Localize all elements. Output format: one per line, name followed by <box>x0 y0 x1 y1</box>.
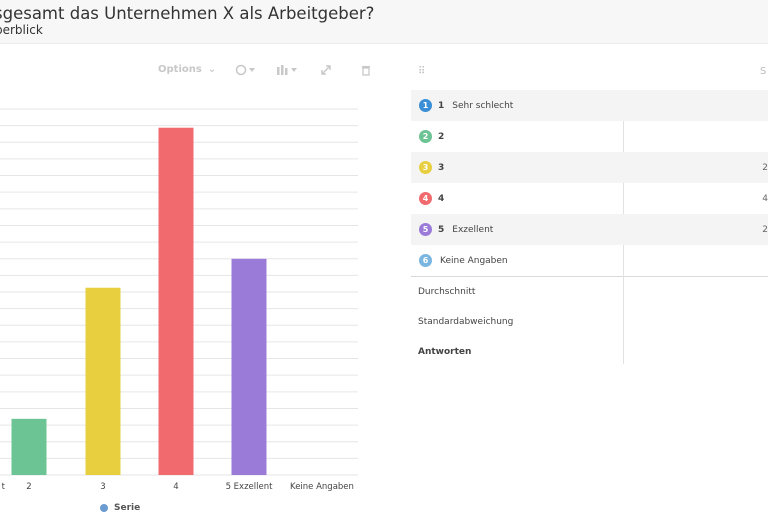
option-number: 2 <box>438 131 445 142</box>
options-label: Options <box>158 64 202 75</box>
option-label: Keine Angaben <box>440 255 508 266</box>
x-tick-label: t <box>2 482 6 492</box>
option-badge: 5 <box>419 223 432 236</box>
option-number: 4 <box>438 193 445 204</box>
drag-handle-icon[interactable]: ⠿ <box>418 66 426 77</box>
mean-row: Durchschnitt <box>418 287 476 297</box>
legend-label: Serie <box>114 503 141 513</box>
delete-button[interactable] <box>361 64 371 84</box>
x-tick-label: 4 <box>173 482 178 492</box>
bar[interactable] <box>85 287 121 475</box>
options-dropdown[interactable]: Options ⌄ <box>158 64 216 84</box>
x-tick-label: Keine Angaben <box>290 482 354 492</box>
bar[interactable] <box>231 258 267 475</box>
bar[interactable] <box>11 418 47 475</box>
expand-button[interactable] <box>320 64 332 84</box>
results-table: 1 1 Sehr schlecht 2 2 3 3 2 4 4 4 5 5 Exzellent 2 6 Kein… <box>411 90 768 367</box>
bar-chart: t 2 3 4 5 Exzellent Keine Angaben <box>0 108 358 492</box>
chart-type-button[interactable] <box>276 64 300 84</box>
question-subtitle: berblick <box>0 23 43 37</box>
option-badge: 6 <box>419 254 432 267</box>
option-number: 5 <box>438 224 445 235</box>
option-badge: 1 <box>419 99 432 112</box>
bar-chart-icon <box>277 65 297 75</box>
option-value: 2 <box>762 162 768 173</box>
option-number: 3 <box>438 162 445 173</box>
chart-legend[interactable]: Serie <box>100 503 140 513</box>
trash-icon <box>362 66 370 76</box>
table-row: 1 1 Sehr schlecht <box>411 90 768 121</box>
question-header: sgesamt das Unternehmen X als Arbeitgebe… <box>0 0 768 44</box>
option-label: Sehr schlecht <box>452 100 514 111</box>
table-row: 6 Keine Angaben <box>411 245 768 276</box>
option-value: 2 <box>762 224 768 235</box>
option-number: 1 <box>438 100 445 111</box>
x-tick-label: 2 <box>26 482 31 492</box>
color-scheme-button[interactable] <box>235 64 257 84</box>
bar[interactable] <box>158 127 194 475</box>
chevron-down-icon: ⌄ <box>207 64 217 75</box>
option-badge: 2 <box>419 130 432 143</box>
option-badge: 4 <box>419 192 432 205</box>
option-value: 4 <box>762 193 768 204</box>
option-label: Exzellent <box>452 224 494 235</box>
question-title: sgesamt das Unternehmen X als Arbeitgebe… <box>0 4 375 23</box>
legend-marker <box>100 503 108 512</box>
table-separator <box>411 276 768 277</box>
option-badge: 3 <box>419 161 432 174</box>
expand-icon <box>321 65 331 75</box>
palette-icon <box>235 64 255 76</box>
table-row: 5 5 Exzellent 2 <box>411 214 768 245</box>
x-tick-label: 5 Exzellent <box>226 482 274 492</box>
answers-row: Antworten <box>418 347 472 357</box>
std-row: Standardabweichung <box>418 317 514 327</box>
x-tick-label: 3 <box>100 482 105 492</box>
column-header-cut: S <box>760 66 767 77</box>
